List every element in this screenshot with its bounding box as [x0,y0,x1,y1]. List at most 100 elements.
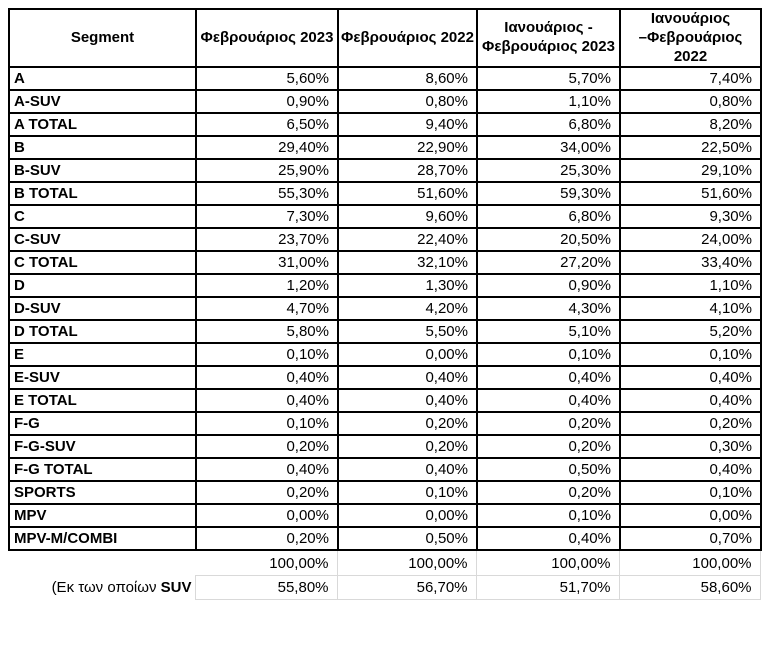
value-cell: 0,20% [195,480,339,506]
value-cell: 0,40% [619,365,762,391]
value-cell: 0,20% [476,434,621,460]
value-cell: 0,20% [337,434,478,460]
col-header-jan-feb-2022: Ιανουάριος –Φεβρουάριος 2022 [619,7,762,69]
table-row: B TOTAL 55,30% 51,60% 59,30% 51,60% [8,181,762,207]
suv-share-row: (Εκ των οποίων SUV 55,80% 56,70% 51,70% … [8,575,761,600]
table-row: C-SUV 23,70% 22,40% 20,50% 24,00% [8,227,762,253]
value-cell: 0,00% [337,503,478,529]
value-cell: 0,00% [337,342,478,368]
value-cell: 6,80% [476,204,621,230]
value-cell: 31,00% [195,250,339,276]
col-header-feb-2023: Φεβρουάριος 2023 [195,7,339,69]
table-row: MPV-M/COMBI 0,20% 0,50% 0,40% 0,70% [8,526,762,552]
value-cell: 0,80% [337,89,478,115]
value-cell: 0,20% [195,526,339,552]
segment-label: E TOTAL [8,388,197,414]
header-row: Segment Φεβρουάριος 2023 Φεβρουάριος 202… [8,7,762,69]
value-cell: 33,40% [619,250,762,276]
value-cell: 9,60% [337,204,478,230]
table-row: MPV 0,00% 0,00% 0,10% 0,00% [8,503,762,529]
value-cell: 4,10% [619,296,762,322]
value-cell: 0,10% [476,503,621,529]
segment-label: A TOTAL [8,112,197,138]
value-cell: 1,10% [476,89,621,115]
suv-share-jan-feb-2022: 58,60% [619,575,761,600]
table-row: SPORTS 0,20% 0,10% 0,20% 0,10% [8,480,762,506]
table-row: A TOTAL 6,50% 9,40% 6,80% 8,20% [8,112,762,138]
value-cell: 0,50% [337,526,478,552]
value-cell: 0,20% [476,411,621,437]
value-cell: 5,70% [476,66,621,92]
segment-label: F-G [8,411,197,437]
table-body: A 5,60% 8,60% 5,70% 7,40% A-SUV 0,90% 0,80% 1,10… [8,66,762,552]
value-cell: 4,30% [476,296,621,322]
value-cell: 1,10% [619,273,762,299]
table-row: D-SUV 4,70% 4,20% 4,30% 4,10% [8,296,762,322]
value-cell: 32,10% [337,250,478,276]
table-row: F-G-SUV 0,20% 0,20% 0,20% 0,30% [8,434,762,460]
value-cell: 0,10% [195,342,339,368]
value-cell: 20,50% [476,227,621,253]
value-cell: 0,40% [337,365,478,391]
segment-label: SPORTS [8,480,197,506]
table-row: A 5,60% 8,60% 5,70% 7,40% [8,66,762,92]
value-cell: 8,20% [619,112,762,138]
value-cell: 0,20% [337,411,478,437]
value-cell: 0,40% [195,457,339,483]
value-cell: 0,10% [476,342,621,368]
value-cell: 0,20% [476,480,621,506]
value-cell: 0,20% [619,411,762,437]
value-cell: 0,10% [619,342,762,368]
segment-label: A [8,66,197,92]
segment-label: B [8,135,197,161]
value-cell: 0,20% [195,434,339,460]
value-cell: 55,30% [195,181,339,207]
table-row: C TOTAL 31,00% 32,10% 27,20% 33,40% [8,250,762,276]
grand-total-jan-feb-2023: 100,00% [476,551,620,576]
table-row: C 7,30% 9,60% 6,80% 9,30% [8,204,762,230]
value-cell: 0,90% [476,273,621,299]
table-row: B-SUV 25,90% 28,70% 25,30% 29,10% [8,158,762,184]
value-cell: 29,40% [195,135,339,161]
value-cell: 0,40% [619,388,762,414]
value-cell: 0,40% [195,388,339,414]
segment-label: E-SUV [8,365,197,391]
value-cell: 23,70% [195,227,339,253]
value-cell: 27,20% [476,250,621,276]
value-cell: 5,50% [337,319,478,345]
value-cell: 51,60% [337,181,478,207]
value-cell: 6,80% [476,112,621,138]
col-header-feb-2022: Φεβρουάριος 2022 [337,7,478,69]
value-cell: 51,60% [619,181,762,207]
segment-label: D [8,273,197,299]
value-cell: 5,20% [619,319,762,345]
segment-label: B TOTAL [8,181,197,207]
value-cell: 7,30% [195,204,339,230]
value-cell: 1,30% [337,273,478,299]
segment-label: D TOTAL [8,319,197,345]
value-cell: 0,00% [619,503,762,529]
grand-total-feb-2022: 100,00% [337,551,477,576]
value-cell: 0,00% [195,503,339,529]
value-cell: 0,70% [619,526,762,552]
value-cell: 0,80% [619,89,762,115]
table-row: E TOTAL 0,40% 0,40% 0,40% 0,40% [8,388,762,414]
grand-total-jan-feb-2022: 100,00% [619,551,761,576]
value-cell: 24,00% [619,227,762,253]
value-cell: 0,10% [195,411,339,437]
segment-label: MPV [8,503,197,529]
segment-label: D-SUV [8,296,197,322]
value-cell: 22,90% [337,135,478,161]
segment-label: B-SUV [8,158,197,184]
value-cell: 34,00% [476,135,621,161]
value-cell: 0,40% [476,365,621,391]
value-cell: 0,40% [195,365,339,391]
value-cell: 6,50% [195,112,339,138]
value-cell: 5,10% [476,319,621,345]
table-row: D TOTAL 5,80% 5,50% 5,10% 5,20% [8,319,762,345]
value-cell: 9,30% [619,204,762,230]
value-cell: 59,30% [476,181,621,207]
value-cell: 4,20% [337,296,478,322]
segment-label: F-G-SUV [8,434,197,460]
segment-label: MPV-M/COMBI [8,526,197,552]
